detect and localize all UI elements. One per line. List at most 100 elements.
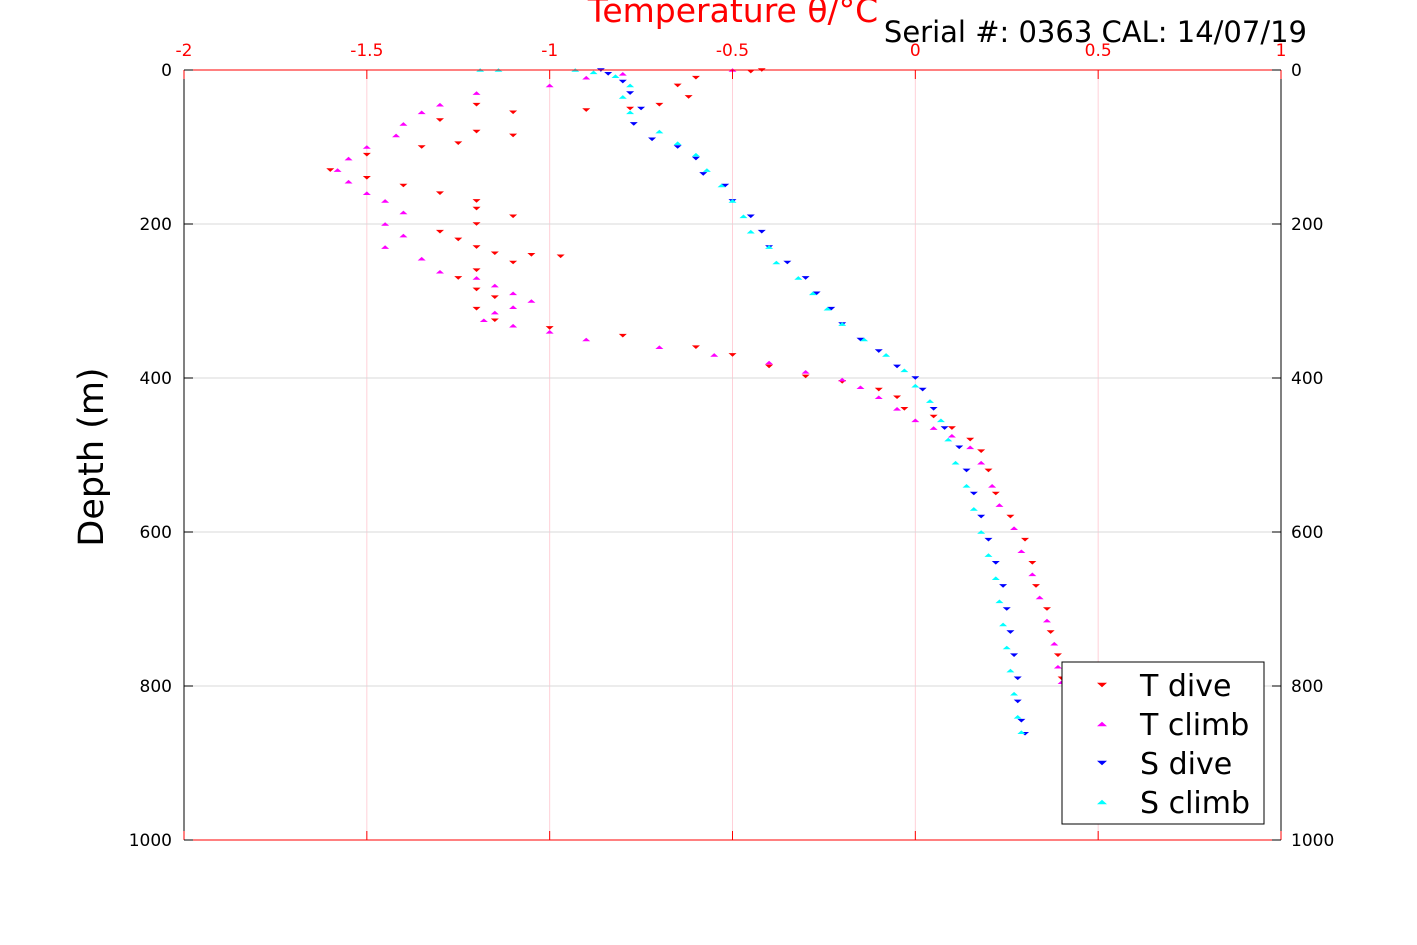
data-point	[399, 210, 408, 215]
data-point	[545, 83, 554, 88]
data-point	[947, 426, 956, 430]
data-point	[684, 95, 693, 99]
data-point	[691, 156, 700, 161]
data-point	[454, 141, 463, 145]
x-tick-label: -2	[176, 41, 193, 61]
data-point	[527, 253, 536, 257]
series-s-climb	[476, 68, 1026, 734]
data-point	[944, 437, 953, 442]
data-point	[618, 95, 627, 99]
data-point	[381, 245, 390, 249]
data-point	[977, 460, 986, 465]
data-point	[783, 260, 792, 265]
data-point	[509, 110, 518, 115]
y-tick-label-left: 400	[140, 369, 172, 389]
data-point	[1053, 653, 1062, 657]
data-point	[765, 364, 774, 369]
data-point	[918, 387, 927, 392]
data-point	[509, 260, 518, 265]
data-point	[772, 260, 781, 265]
data-point	[900, 368, 909, 373]
data-point	[801, 276, 810, 280]
data-point	[1013, 676, 1022, 681]
data-point	[823, 306, 832, 311]
data-point	[911, 418, 920, 423]
series-s-dive	[596, 68, 1030, 736]
data-point	[999, 622, 1008, 627]
data-point	[472, 206, 481, 211]
data-point	[472, 245, 481, 249]
data-point	[472, 129, 481, 134]
data-point	[673, 83, 682, 88]
data-point	[1046, 630, 1055, 634]
data-point	[326, 168, 335, 172]
data-point	[417, 110, 426, 115]
data-point	[721, 183, 730, 188]
data-point	[860, 337, 869, 342]
data-point	[509, 305, 518, 309]
data-point	[618, 79, 627, 84]
data-point	[702, 168, 711, 172]
data-point	[509, 133, 518, 138]
data-point	[392, 133, 401, 138]
data-point	[1032, 584, 1041, 588]
y-tick-label-left: 0	[161, 61, 172, 81]
data-point	[977, 449, 986, 453]
data-point	[472, 222, 481, 226]
data-point	[969, 507, 978, 511]
data-point	[936, 418, 945, 423]
data-point	[838, 377, 847, 382]
data-point	[874, 349, 883, 353]
data-point	[472, 287, 481, 292]
data-point	[739, 214, 748, 219]
data-point	[1017, 718, 1026, 723]
data-point	[655, 345, 664, 349]
data-point	[794, 276, 803, 280]
data-point	[1042, 607, 1051, 611]
data-point	[673, 145, 682, 149]
data-point	[911, 383, 920, 388]
data-point	[472, 102, 481, 107]
data-point	[1013, 715, 1022, 719]
legend-label: S dive	[1140, 747, 1232, 782]
data-point	[333, 168, 342, 172]
y-tick-label-left: 200	[140, 215, 172, 235]
x-tick-label: -0.5	[716, 41, 749, 61]
data-point	[929, 414, 938, 419]
legend-label: T dive	[1139, 669, 1231, 704]
data-point	[999, 584, 1008, 588]
data-point	[801, 374, 810, 379]
x-tick-label: -1.5	[350, 41, 383, 61]
y-tick-label-right: 400	[1291, 369, 1323, 389]
data-point	[626, 83, 635, 88]
data-point	[977, 514, 986, 519]
data-point	[655, 129, 664, 134]
data-point	[1013, 699, 1022, 704]
data-point	[1006, 630, 1015, 634]
data-point	[827, 306, 836, 311]
data-point	[472, 268, 481, 272]
data-point	[962, 468, 971, 473]
data-point	[984, 468, 993, 473]
data-point	[490, 295, 499, 299]
data-point	[911, 376, 920, 380]
data-point	[1006, 514, 1015, 519]
y-tick-label-right: 200	[1291, 215, 1323, 235]
data-point	[527, 299, 536, 303]
data-point	[838, 322, 847, 326]
data-point	[691, 152, 700, 157]
data-point	[472, 91, 481, 95]
data-point	[728, 199, 737, 203]
data-point	[874, 395, 883, 400]
data-point	[765, 245, 774, 249]
data-point	[454, 276, 463, 280]
data-point	[984, 553, 993, 557]
data-point	[808, 291, 817, 296]
y-tick-label-right: 800	[1291, 677, 1323, 697]
data-point	[509, 291, 518, 296]
data-point	[1028, 561, 1037, 565]
data-point	[582, 108, 591, 112]
data-point	[977, 530, 986, 534]
data-points	[326, 68, 1066, 736]
